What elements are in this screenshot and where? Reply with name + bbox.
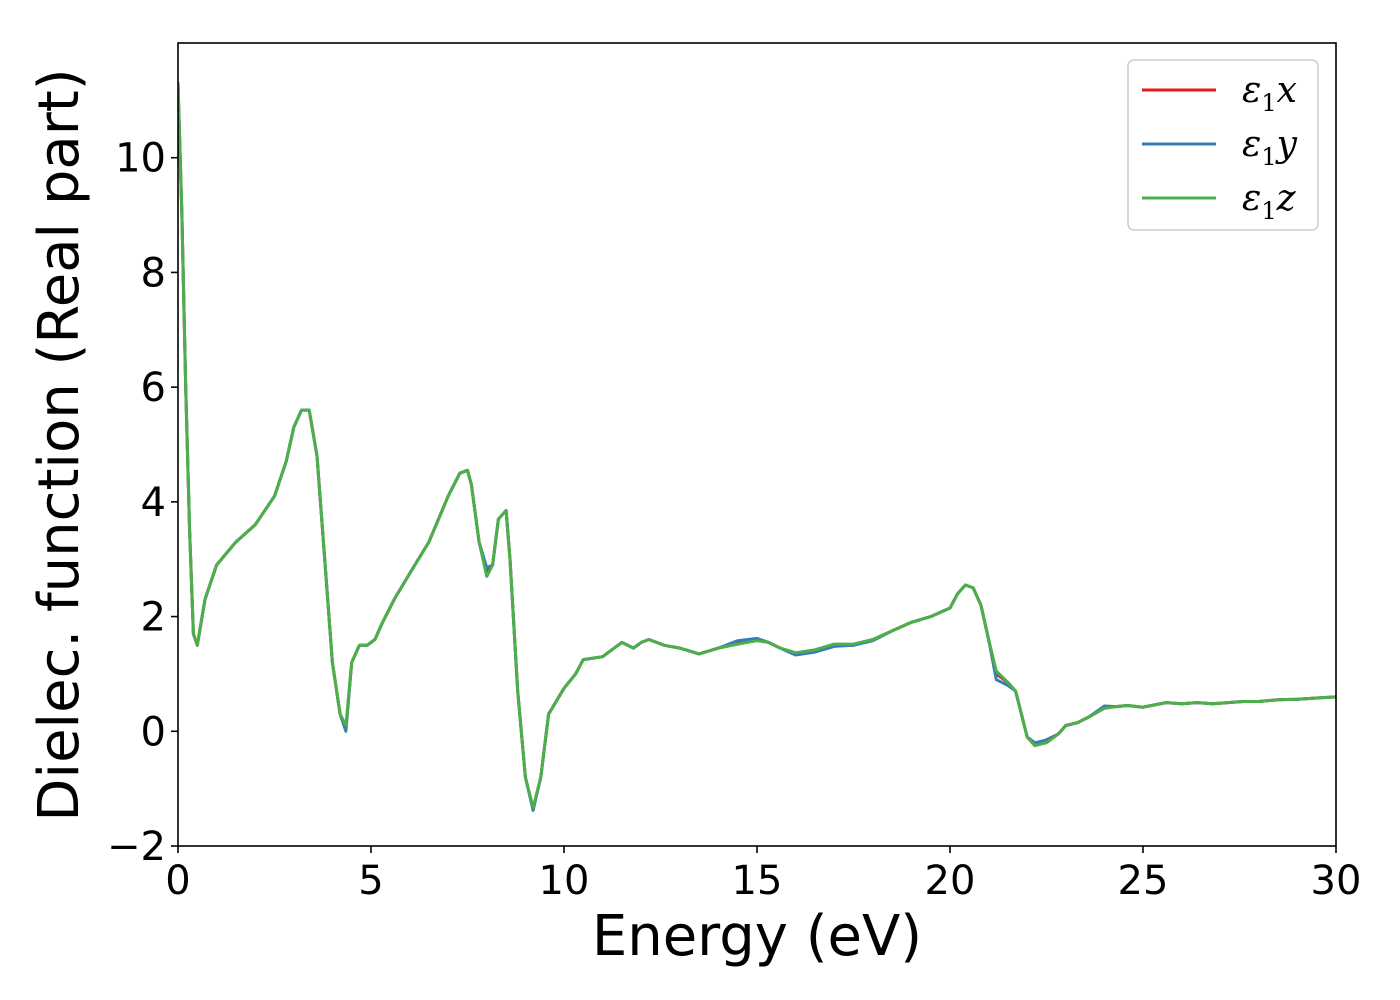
x-tick-label: 25 [1118,858,1169,904]
series-layer [178,81,1336,812]
x-tick-label: 20 [925,858,976,904]
x-tick-label: 10 [539,858,590,904]
legend: ε1x ε1y ε1z [1127,59,1319,231]
y-tick-label: 6 [141,365,166,411]
x-tick-label: 5 [358,858,383,904]
x-axis-ticks: 0 5 10 15 20 25 30 [165,846,1361,904]
legend-label: ε1y [1242,124,1298,171]
y-tick-label: 8 [141,250,166,296]
y-tick-label: −2 [107,824,166,870]
x-axis-label: Energy (eV) [592,904,922,969]
y-tick-label: 10 [115,136,166,182]
series-line-3 [178,81,1336,810]
y-axis-ticks: −2 0 2 4 6 8 10 [107,136,178,870]
y-tick-label: 2 [141,595,166,641]
y-tick-label: 4 [141,480,166,526]
y-tick-label: 0 [141,709,166,755]
x-tick-label: 30 [1311,858,1362,904]
y-axis-label: Dielec. function (Real part) [27,68,92,821]
x-tick-label: 0 [165,858,190,904]
legend-label: ε1z [1242,178,1297,225]
legend-label: ε1x [1242,70,1297,117]
x-tick-label: 15 [732,858,783,904]
legend-box [1127,59,1319,231]
